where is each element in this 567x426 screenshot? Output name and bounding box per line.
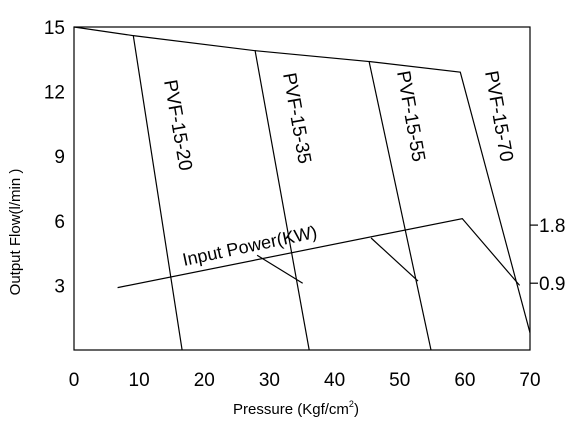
y-tick-label-2: 9 <box>54 147 65 168</box>
plot-frame <box>73 26 531 351</box>
series-label-pvf-15-70: PVF-15-70 <box>480 69 517 163</box>
x-tick-label-0: 0 <box>69 370 80 391</box>
right-tick-label-0: 1.8 <box>539 216 565 237</box>
series-line-pvf-15-20 <box>73 26 183 351</box>
x-tick-label-1: 10 <box>129 370 150 391</box>
y-tick-label-1: 6 <box>54 212 65 233</box>
x-tick-label-7: 70 <box>519 370 540 391</box>
series-layer <box>73 26 531 351</box>
x-tick-label-5: 50 <box>389 370 410 391</box>
y-tick-label-4: 15 <box>44 18 65 39</box>
x-tick-label-2: 20 <box>194 370 215 391</box>
x-tick-label-6: 60 <box>454 370 475 391</box>
power-curve-line <box>117 217 521 289</box>
x-axis-label-close: ) <box>354 401 359 418</box>
y-axis-label: Output Flow(l/min ) <box>7 169 24 296</box>
x-axis-label-superscript: 2 <box>349 399 354 409</box>
x-axis-label: Pressure (Kgf/cm2) <box>233 399 359 418</box>
series-label-pvf-15-35: PVF-15-35 <box>278 71 315 165</box>
series-line-pvf-15-70 <box>369 60 531 333</box>
power-curve-label: Input Power(KW) <box>181 222 319 270</box>
y-tick-label-0: 3 <box>54 276 65 297</box>
series-label-pvf-15-55: PVF-15-55 <box>392 69 429 163</box>
x-tick-label-4: 40 <box>324 370 345 391</box>
series-label-pvf-15-20: PVF-15-20 <box>159 78 196 172</box>
y-tick-label-3: 12 <box>44 83 65 104</box>
power-curve-segment-1 <box>256 254 304 284</box>
x-axis-label-main: Pressure (Kgf/cm <box>233 401 349 418</box>
ticks-layer: 0 10 20 30 40 50 60 70 3 6 9 12 15 1.8 0.9 <box>44 18 566 391</box>
power-layer <box>117 217 521 289</box>
right-tick-label-1: 0.9 <box>539 274 565 295</box>
power-curve-segment-2 <box>370 237 419 282</box>
x-tick-label-3: 30 <box>259 370 280 391</box>
